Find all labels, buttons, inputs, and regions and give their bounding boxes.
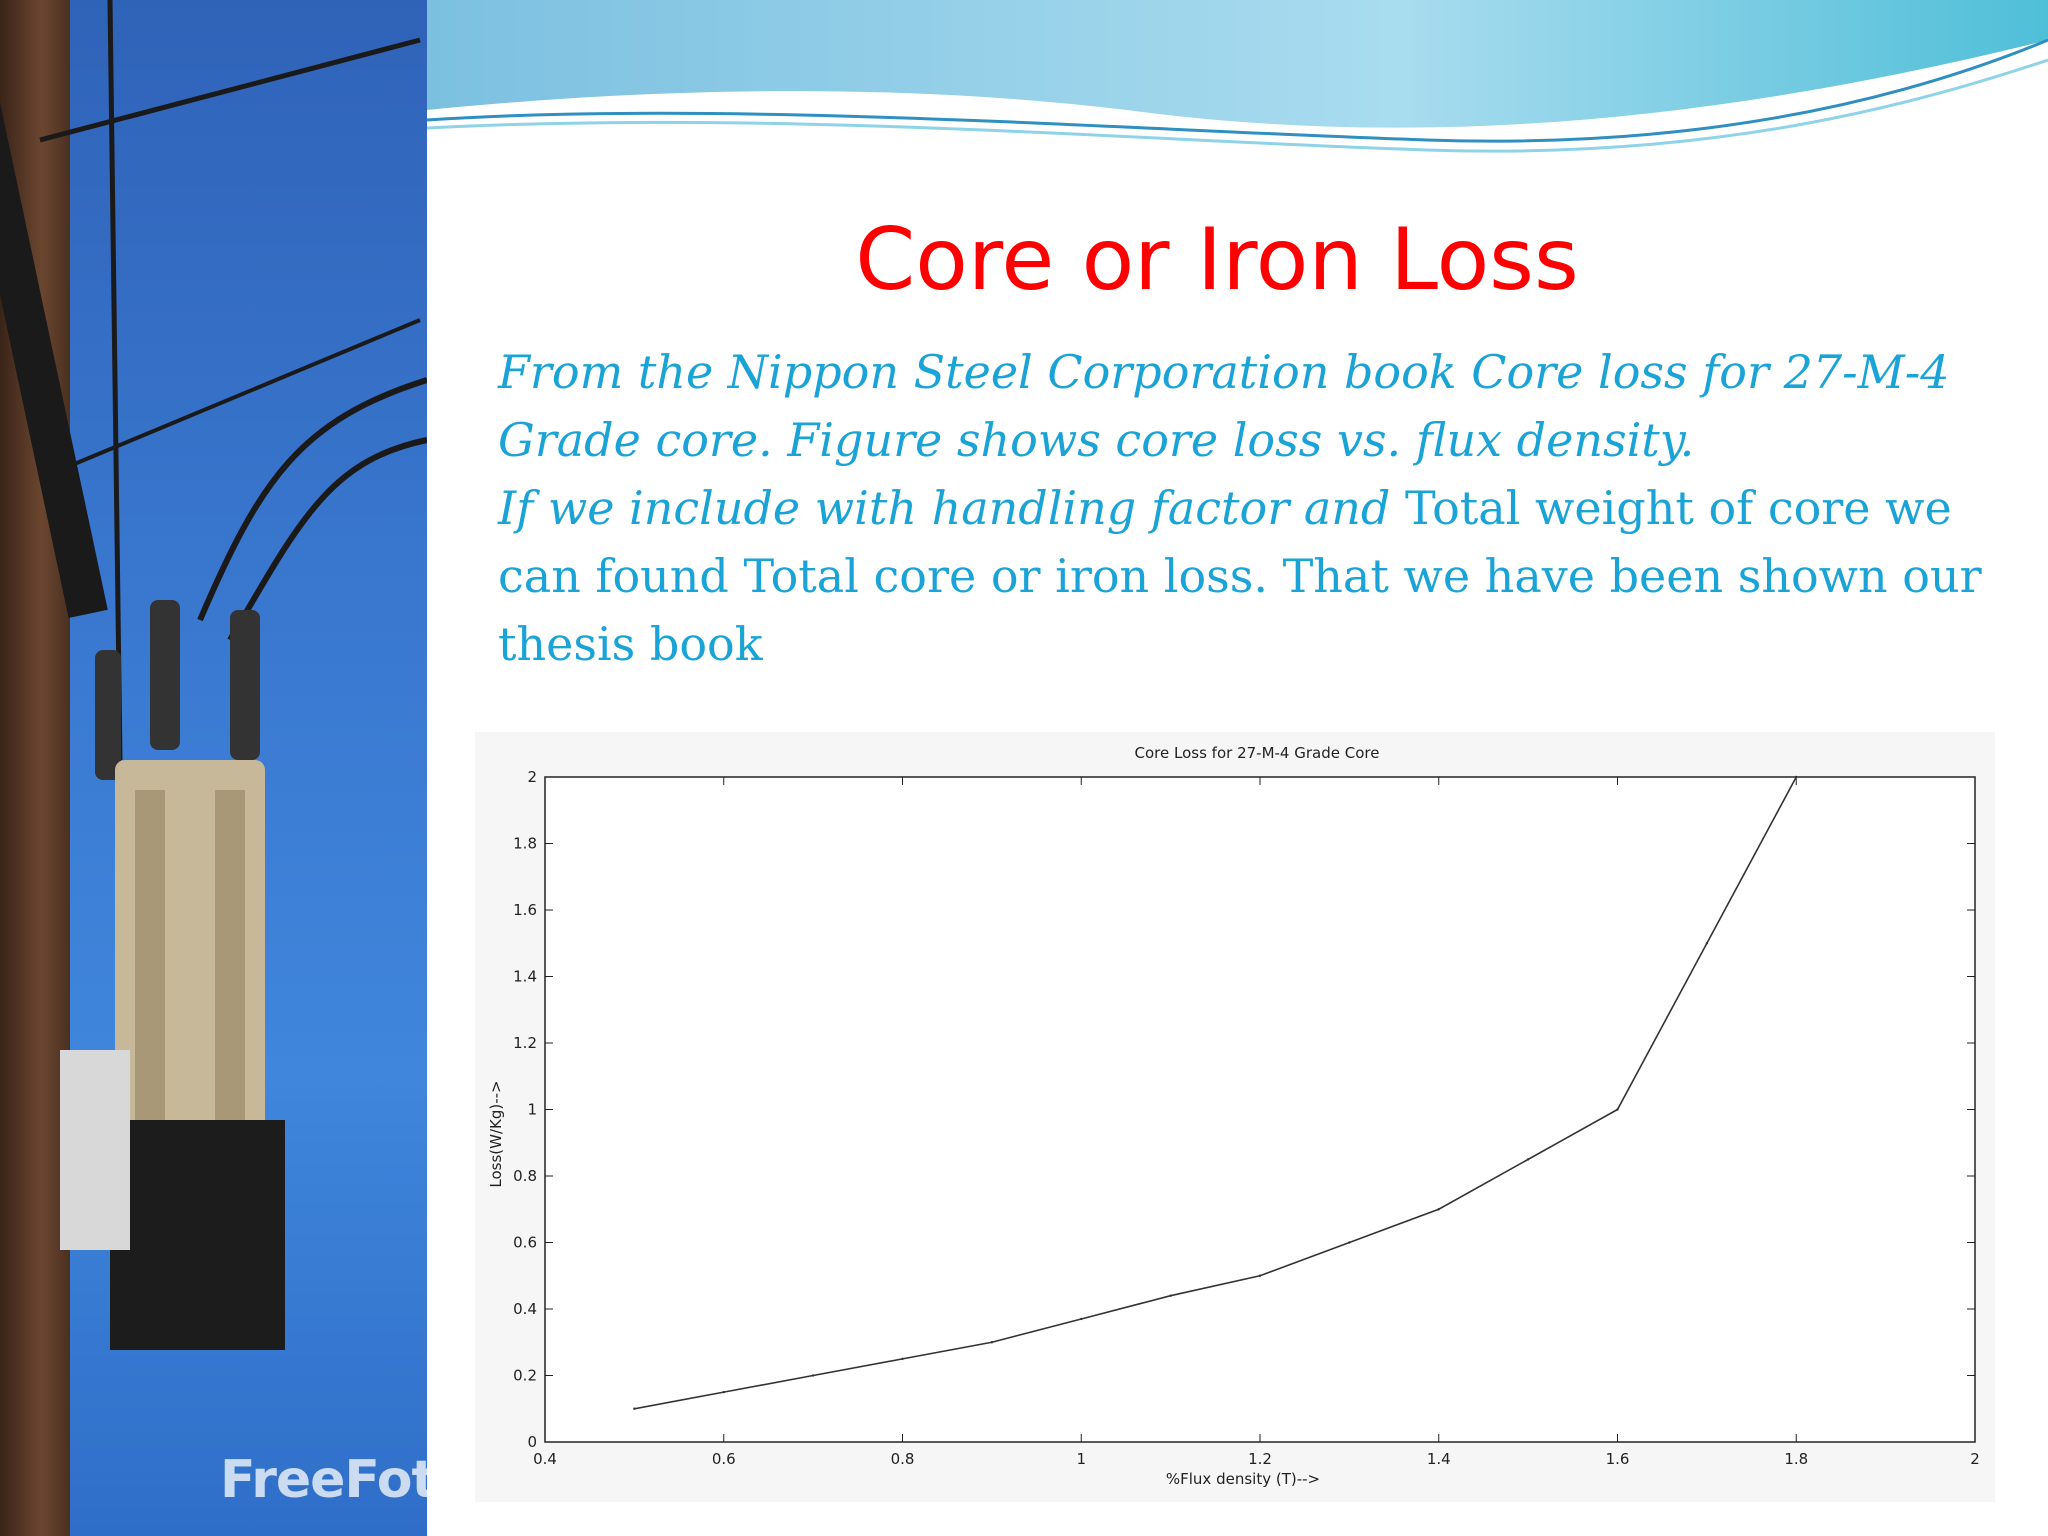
y-tick-label: 0.4 [513, 1300, 537, 1318]
y-tick-label: 0.6 [513, 1234, 537, 1252]
data-point [1169, 1294, 1172, 1297]
series-layer [633, 775, 1798, 1410]
y-tick-label: 1.2 [513, 1034, 537, 1052]
data-point [1437, 1208, 1440, 1211]
x-tick-label: 1.6 [1606, 1450, 1630, 1468]
paragraph-2: If we include with handling factor and T… [498, 474, 2038, 678]
x-tick-label: 1.2 [1248, 1450, 1272, 1468]
data-point [901, 1357, 904, 1361]
y-tick-label: 1.8 [513, 835, 537, 853]
data-point [1526, 1158, 1530, 1161]
y-tick-label: 0.8 [513, 1167, 537, 1185]
x-tick-label: 2 [1970, 1450, 1980, 1468]
chart-svg: 0.4 0.6 0.8 1 1.2 1.4 1.6 1.8 2 0 0.2 0.4 0.6 0.8 1 1.2… [487, 744, 1980, 1488]
data-point [990, 1341, 994, 1344]
watermark-text: FreeFoto.com [220, 1450, 427, 1510]
y-tick-label: 1 [527, 1101, 537, 1119]
x-tick-label: 1.4 [1427, 1450, 1451, 1468]
axis-layer: 0.4 0.6 0.8 1 1.2 1.4 1.6 1.8 2 0 0.2 0.4 0.6 0.8 1 1.2… [513, 768, 1980, 1468]
x-tick-label: 1.8 [1784, 1450, 1808, 1468]
transformer-photo: FreeFoto.com [0, 0, 427, 1536]
data-point [1795, 775, 1798, 779]
paragraph-line-2: Grade core. Figure shows core loss vs. f… [498, 413, 1695, 467]
x-axis-label: %Flux density (T)--> [1166, 1470, 1320, 1488]
data-point [1616, 1108, 1619, 1111]
y-tick-label: 1.6 [513, 901, 537, 919]
transformer-illustration [0, 0, 427, 1350]
chart-title: Core Loss for 27-M-4 Grade Core [1135, 744, 1380, 762]
x-tick-label: 0.6 [712, 1450, 736, 1468]
x-tick-label: 0.8 [891, 1450, 915, 1468]
data-point [1258, 1274, 1262, 1277]
paragraph-line-1: From the Nippon Steel Corporation book C… [498, 345, 1950, 399]
y-tick-label: 1.4 [513, 968, 537, 986]
core-loss-line [634, 776, 1797, 1410]
x-tick-label: 1 [1076, 1450, 1086, 1468]
data-point [811, 1374, 815, 1377]
y-tick-label: 0.2 [513, 1367, 537, 1385]
data-point [1348, 1241, 1351, 1244]
y-tick-label: 0 [527, 1433, 537, 1451]
x-tick-label: 0.4 [533, 1450, 557, 1468]
plot-area [544, 776, 1976, 1443]
y-tick-label: 2 [527, 768, 537, 786]
data-point [1080, 1317, 1083, 1321]
data-point [633, 1407, 636, 1410]
data-point [722, 1390, 725, 1394]
header-swoosh [427, 0, 2048, 153]
y-axis-label: Loss(W/Kg)--> [487, 1080, 505, 1187]
core-loss-chart: 0.4 0.6 0.8 1 1.2 1.4 1.6 1.8 2 0 0.2 0.4 0.6 0.8 1 1.2… [475, 732, 1995, 1502]
slide-title: Core or Iron Loss [855, 210, 1579, 310]
paragraph-2-plain: Total weight of core we can found Total … [498, 481, 1982, 671]
paragraph-2-italic: If we include with handling factor and [498, 481, 1405, 535]
slide-body: From the Nippon Steel Corporation book C… [498, 338, 2038, 678]
data-point [1705, 942, 1709, 945]
